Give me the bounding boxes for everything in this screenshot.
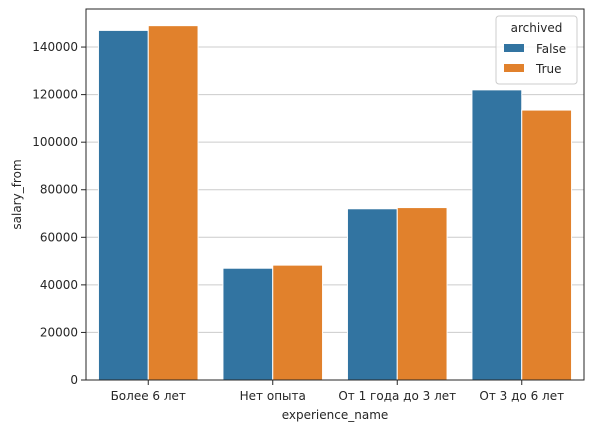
x-axis-ticks: Более 6 лет Нет опыта От 1 года до 3 лет От… [111,380,564,403]
x-tick-label: Более 6 лет [111,389,186,403]
bar-false-3 [471,89,523,381]
y-tick-label: 80000 [40,183,78,197]
bar-false-1 [222,267,274,381]
y-tick-label: 0 [70,373,78,387]
y-tick-label: 40000 [40,278,78,292]
plot-frame [85,8,585,381]
bar-false-2 [346,208,398,381]
x-tick-label: От 3 до 6 лет [479,389,564,403]
legend-swatch-true [504,64,524,72]
y-tick-label: 120000 [32,88,78,102]
y-axis-label: salary_from [10,159,24,229]
y-tick-label: 20000 [40,325,78,339]
x-tick-label: Нет опыта [240,389,306,403]
legend-label-true: True [535,62,562,76]
legend-swatch-false [504,44,524,52]
x-axis-label: experience_name [282,408,389,422]
bars [97,25,573,381]
bar-true-0 [147,25,199,381]
bar-true-2 [396,207,448,381]
legend-title: archived [511,21,563,35]
bar-true-1 [272,264,324,381]
y-tick-label: 60000 [40,230,78,244]
y-tick-label: 140000 [32,40,78,54]
y-tick-label: 100000 [32,135,78,149]
x-tick-label: От 1 года до 3 лет [338,389,456,403]
legend: archived False True [495,15,578,85]
bar-true-3 [521,109,573,381]
y-axis-ticks: 0 20000 40000 60000 80000 100000 120000 140000 [32,40,86,387]
legend-label-false: False [536,42,566,56]
bar-false-0 [97,29,149,381]
